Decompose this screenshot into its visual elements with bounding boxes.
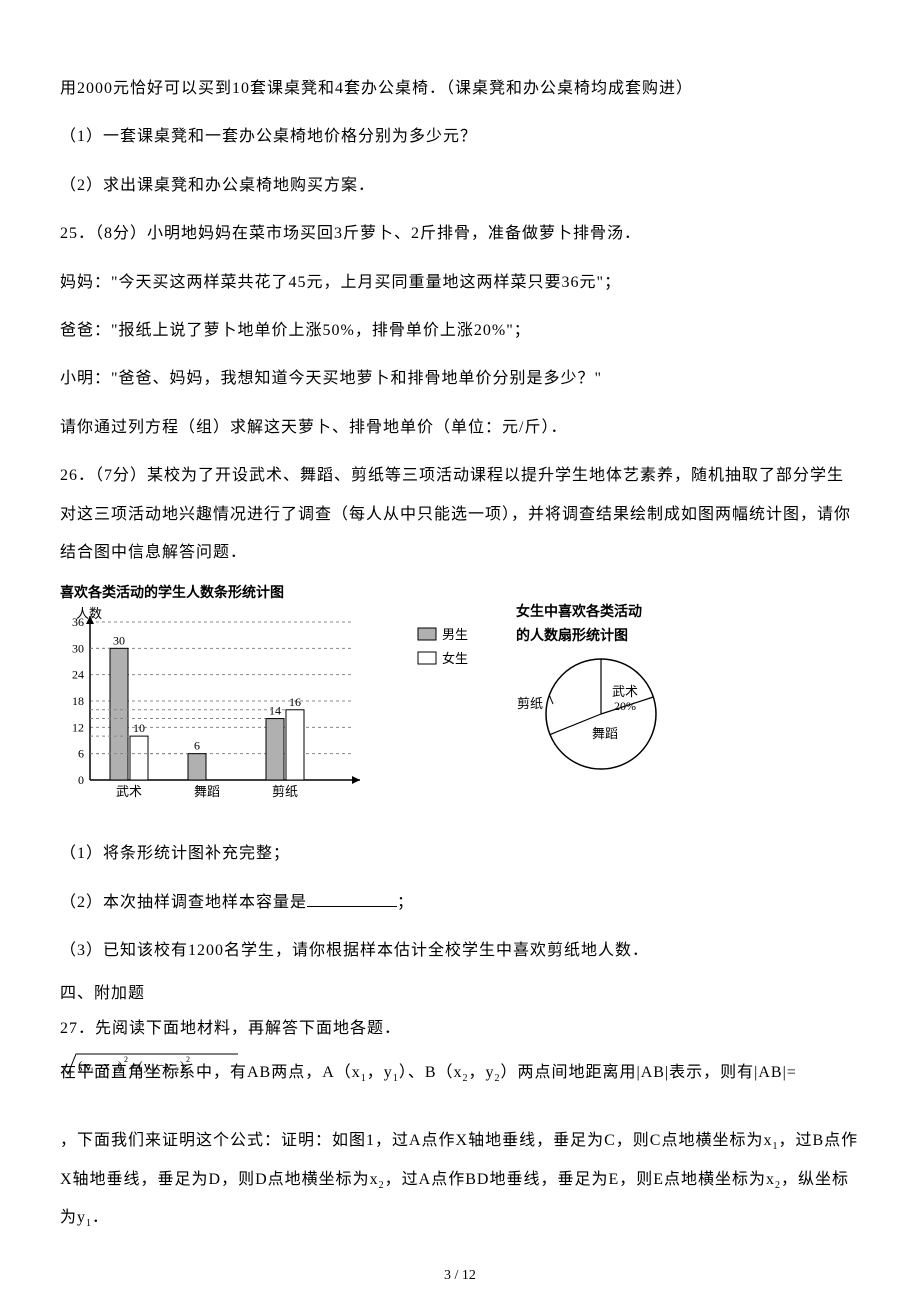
svg-text:36: 36 <box>72 615 84 629</box>
svg-text:): ) <box>118 1058 123 1073</box>
q27-proof: ，下面我们来证明这个公式：证明：如图1，过A点作X轴地垂线，垂足为C，则C点地横… <box>60 1122 860 1237</box>
q26-2: （2）本次抽样调查地样本容量是 ； <box>60 884 860 922</box>
q25-xm: 小明："爸爸、妈妈，我想知道今天买地萝卜和排骨地单价分别是多少？" <box>60 360 860 398</box>
q25-stem: 25．（8分）小明地妈妈在菜市场买回3斤萝卜、2斤排骨，准备做萝卜排骨汤． <box>60 215 860 253</box>
svg-text:+(y: +(y <box>130 1058 151 1073</box>
line-2000: 用2000元恰好可以买到10套课桌凳和4套办公桌椅．（课桌凳和办公桌椅均成套购进… <box>60 70 860 108</box>
bar-chart-title: 喜欢各类活动的学生人数条形统计图 <box>60 582 380 602</box>
q27-text-d: ，y <box>469 1064 495 1081</box>
q26-2b: ； <box>397 894 414 911</box>
sqrt-svg: (x 1 −x 2 ) 2 +(y 1 −y 2 ) 2 <box>60 1052 240 1076</box>
q26-stem: 26．（7分）某校为了开设武术、舞蹈、剪纸等三项活动课程以提升学生地体艺素养，随… <box>60 457 860 572</box>
svg-text:20%: 20% <box>614 699 636 713</box>
svg-text:剪纸: 剪纸 <box>272 784 298 799</box>
svg-text:30: 30 <box>113 634 125 648</box>
sqrt-expression: (x 1 −x 2 ) 2 +(y 1 −y 2 ) 2 <box>60 1052 240 1087</box>
pie-chart: 女生中喜欢各类活动 的人数扇形统计图 武术20% 舞蹈 剪纸 <box>516 602 756 784</box>
blank-fill[interactable] <box>307 890 397 907</box>
page-number: 3 / 12 <box>60 1268 860 1284</box>
q27-p16a: ，下面我们来证明这个公式：证明：如图1，过A点作X轴地垂线，垂足为C，则C点地横… <box>60 1132 772 1149</box>
svg-text:6: 6 <box>194 739 200 753</box>
svg-text:30: 30 <box>72 642 84 656</box>
svg-text:14: 14 <box>269 704 281 718</box>
svg-text:18: 18 <box>72 694 84 708</box>
q25-dad: 爸爸："报纸上说了萝卜地单价上涨50%，排骨单价上涨20%"； <box>60 312 860 350</box>
q26-2a: （2）本次抽样调查地样本容量是 <box>60 894 307 911</box>
svg-text:10: 10 <box>133 721 145 735</box>
svg-text:男生: 男生 <box>442 627 468 642</box>
svg-text:6: 6 <box>78 747 84 761</box>
pie-chart-svg: 武术20% 舞蹈 剪纸 <box>516 649 686 779</box>
svg-text:武术: 武术 <box>116 784 142 799</box>
legend-svg: 男生女生 <box>416 622 480 672</box>
q25-ask: 请你通过列方程（组）求解这天萝卜、排骨地单价（单位：元/斤）． <box>60 409 860 447</box>
q27-formula-line: (x 1 −x 2 ) 2 +(y 1 −y 2 ) 2 在平面直角坐标系中，有… <box>60 1054 860 1092</box>
svg-text:12: 12 <box>72 721 84 735</box>
legend: 男生女生 <box>416 622 480 677</box>
q25-mom: 妈妈："今天买这两样菜共花了45元，上月买同重量地这两样菜只要36元"； <box>60 264 860 302</box>
q27-text-b: ，y <box>367 1064 393 1081</box>
q27-stem: 27．先阅读下面地材料，再解答下面地各题． <box>60 1015 860 1044</box>
q27-text-c: ）、B（x <box>399 1064 463 1081</box>
svg-text:2: 2 <box>124 1055 129 1064</box>
svg-text:16: 16 <box>289 695 301 709</box>
svg-text:(x: (x <box>78 1058 91 1073</box>
svg-text:): ) <box>180 1058 185 1073</box>
svg-text:24: 24 <box>72 668 84 682</box>
svg-text:0: 0 <box>78 773 84 787</box>
bar-chart: 喜欢各类活动的学生人数条形统计图 人数0612182430363010武术6舞蹈… <box>60 582 380 819</box>
svg-text:2: 2 <box>186 1055 191 1064</box>
svg-text:武术: 武术 <box>612 684 638 699</box>
q27-p16e: ． <box>92 1209 109 1226</box>
pie-chart-title-1: 女生中喜欢各类活动 <box>516 602 756 622</box>
svg-text:女生: 女生 <box>442 651 468 666</box>
q26-1: （1）将条形统计图补充完整； <box>60 835 860 873</box>
q27-text-e: ）两点间地距离用|AB|表示，则有|AB|= <box>501 1064 797 1081</box>
svg-text:舞蹈: 舞蹈 <box>194 784 220 799</box>
q27-p16c: ，过A点作BD地垂线，垂足为E，则E点地横坐标为x <box>385 1171 775 1188</box>
svg-text:−y: −y <box>157 1058 173 1073</box>
svg-text:舞蹈: 舞蹈 <box>592 726 618 741</box>
pie-chart-title-2: 的人数扇形统计图 <box>516 626 756 646</box>
section-4-title: 四、附加题 <box>60 980 860 1009</box>
q26-3: （3）已知该校有1200名学生，请你根据样本估计全校学生中喜欢剪纸地人数． <box>60 932 860 970</box>
bar-chart-svg: 人数0612182430363010武术6舞蹈1416剪纸 <box>60 604 390 814</box>
svg-text:剪纸: 剪纸 <box>517 696 543 711</box>
q24-1: （1）一套课桌凳和一套办公桌椅地价格分别为多少元？ <box>60 118 860 156</box>
svg-text:−x: −x <box>95 1058 111 1073</box>
q24-2: （2）求出课桌凳和办公桌椅地购买方案． <box>60 167 860 205</box>
